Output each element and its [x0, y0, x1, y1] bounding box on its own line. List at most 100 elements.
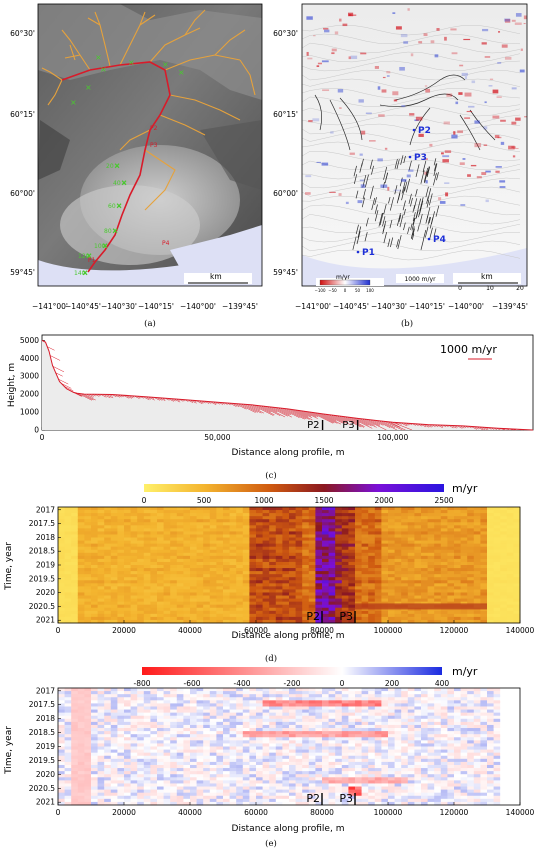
heat-cell [467, 610, 475, 615]
heat-cell [308, 592, 316, 596]
heat-cell [447, 574, 455, 578]
velocity-vector [484, 427, 489, 430]
heat-cell [302, 577, 310, 581]
profile-mark-cross: × [121, 179, 127, 187]
heat-cell [500, 592, 508, 596]
heat-cell [124, 601, 131, 606]
change-patch [450, 28, 457, 31]
heat-cell [130, 752, 138, 757]
heat-cell [262, 546, 270, 551]
heat-cell [308, 740, 316, 744]
heat-cell [460, 558, 468, 563]
heat-cell [163, 598, 171, 603]
heat-cell [295, 534, 303, 538]
heat-cell [137, 786, 145, 791]
heat-cell [447, 565, 455, 569]
heat-cell [275, 604, 283, 609]
heat-cell [242, 718, 250, 723]
heat-cell [315, 801, 323, 806]
velocity-arrow [410, 223, 413, 230]
velocity-vector [251, 404, 274, 416]
heat-cell [295, 749, 303, 754]
heat-cell [203, 694, 211, 698]
heat-cell [374, 534, 382, 538]
heat-cell [328, 522, 336, 526]
heat-cell [506, 540, 514, 545]
heat-cell [440, 558, 448, 563]
heat-cell [275, 752, 283, 757]
heat-cell [143, 571, 151, 575]
heat-cell [454, 531, 461, 535]
heat-cell [104, 525, 112, 529]
heat-cell [157, 552, 164, 557]
heat-cell [64, 731, 72, 735]
heat-cell [124, 724, 131, 729]
heat-cell [355, 607, 362, 612]
heat-cell [137, 516, 145, 520]
heat-cell [176, 558, 184, 563]
heat-cell [77, 724, 85, 729]
change-patch [492, 115, 500, 119]
change-patch [484, 56, 491, 58]
heat-cell [170, 724, 178, 729]
heat-cell [328, 691, 336, 695]
heat-cell [335, 513, 343, 517]
heat-cell [229, 755, 237, 760]
heat-cell [289, 510, 296, 514]
heat-cell [190, 558, 197, 563]
heat-cell [467, 616, 475, 621]
heat-cell [130, 619, 138, 624]
heat-cell [506, 537, 514, 541]
heat-cell [421, 543, 428, 548]
heat-cell [500, 604, 508, 609]
heat-cell [295, 546, 303, 551]
heat-cell [401, 537, 409, 541]
heat-cell [394, 607, 402, 612]
heat-cell [467, 543, 475, 548]
heat-cell [229, 718, 237, 723]
heat-cell [407, 513, 415, 517]
heat-cell [117, 528, 125, 532]
flow-streamline [469, 109, 496, 141]
heat-cell [157, 549, 164, 554]
heat-cell [500, 546, 508, 551]
heat-cell [216, 771, 224, 775]
heat-cell [104, 595, 112, 599]
heat-cell [58, 592, 65, 596]
heat-cell [480, 510, 488, 514]
heat-cell [328, 607, 336, 612]
heat-cell [196, 737, 204, 741]
heat-cell [104, 734, 112, 738]
heat-cell [282, 691, 290, 695]
heat-cell [328, 792, 336, 797]
lon-label: −139°45' [222, 302, 258, 311]
heat-cell [58, 728, 65, 732]
heat-cell [427, 568, 435, 572]
heat-cell [117, 616, 125, 621]
velocity-vector [493, 427, 498, 430]
heat-cell [480, 565, 488, 569]
velocity-arrow [412, 217, 415, 225]
heat-cell [157, 774, 164, 778]
heat-cell [110, 574, 118, 578]
heat-cell [275, 525, 283, 529]
heat-cell [341, 607, 349, 612]
surface-profile [41, 339, 534, 431]
heat-cell [203, 558, 211, 563]
heat-cell [91, 774, 98, 778]
velocity-vector [136, 395, 141, 399]
heat-cell [282, 595, 290, 599]
heat-cell [170, 718, 178, 723]
panel-a-map: ×140×120×100×80×60×40×20×××××××P1P2P3P40… [37, 3, 263, 287]
heat-cell [289, 758, 296, 763]
heat-cell [183, 513, 191, 517]
velocity-vector [361, 418, 375, 426]
heat-cell [322, 598, 329, 603]
heat-cell [275, 555, 283, 560]
point-marker [412, 128, 416, 132]
heat-cell [170, 546, 178, 551]
heat-cell [328, 789, 336, 794]
heat-cell [97, 731, 105, 735]
heat-cell [487, 513, 494, 517]
